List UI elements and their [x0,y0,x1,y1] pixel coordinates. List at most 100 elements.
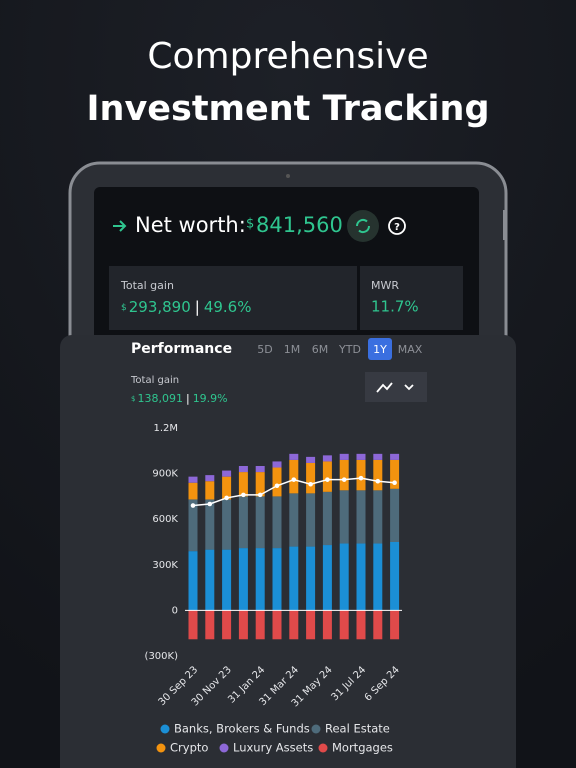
mwr-value: 11.7% [371,298,419,316]
bar-segment [356,490,366,544]
separator: | [186,392,190,405]
line-point [190,503,196,508]
bar-segment [205,499,215,550]
period-tab[interactable]: 1M [284,343,301,356]
gain-value: 138,091 [137,392,183,405]
bar-segment [339,453,349,460]
bar-segment [289,459,299,494]
selected-tab [368,338,392,360]
card-value: $293,890 | 49.6% [121,298,251,316]
card-label: Total gain [120,279,174,292]
legend-swatch [160,724,170,734]
gain-percent: 49.6% [204,298,252,316]
bar-segment [238,466,248,473]
help-button[interactable] [388,217,406,235]
line-point [291,477,297,482]
bar-segment [188,476,198,483]
bar-segment [373,459,383,491]
period-tab[interactable]: 5D [257,343,272,356]
bar-segment [255,496,265,549]
currency: $ [246,217,254,232]
y-tick-label: 600K [152,514,178,525]
camera [286,174,290,178]
bar-segment [272,548,282,611]
bar-segment [339,490,349,544]
line-point [241,492,246,498]
bar-segment [356,459,366,491]
bar-segment [238,472,248,497]
legend-label: Real Estate [325,722,390,736]
y-tick-label: 900K [152,469,178,480]
bar-segment [322,455,332,462]
bar-segment [289,610,299,640]
line-point [325,477,330,482]
bar-segment [255,472,265,497]
legend-swatch [219,743,229,753]
separator: | [195,298,200,316]
performance-title: Performance [131,341,232,357]
bar-segment [390,453,400,460]
arrow-icon [113,220,127,232]
bar-segment [322,491,332,546]
period-tab[interactable]: MAX [398,343,423,356]
period-tab[interactable]: YTD [338,343,361,356]
line-point [375,478,381,484]
chart-type-button[interactable] [365,372,427,402]
bar-segment [255,610,265,640]
legend-swatch [156,743,166,753]
bar-segment [238,610,248,640]
legend-swatch [311,724,321,734]
bar-segment [222,499,232,550]
line-point [341,477,347,482]
bar-segment [289,453,299,460]
line-point [207,501,213,507]
headline: Investment Tracking [87,89,490,129]
bar-segment [339,543,349,611]
bar-segment [373,610,383,640]
gain-card [109,266,357,330]
bar-segment [306,456,316,463]
bar-segment [289,493,299,547]
bar-segment [390,459,400,489]
net-worth-value: 841,560 [256,213,343,237]
performance-card [60,335,516,768]
bar-segment [188,499,198,552]
legend-label: Crypto [170,741,208,755]
bar-segment [390,610,400,640]
bar-segment [222,549,232,611]
bar-segment [322,610,332,640]
bar-segment [238,548,248,611]
mwr-card [360,266,463,330]
line-point [224,495,229,501]
refresh-icon [355,218,371,234]
period-tab[interactable]: 6M [312,343,329,356]
period-tab[interactable]: 1Y [373,343,387,356]
y-tick-label: 0 [172,605,178,616]
bar-segment [272,461,282,468]
bar-segment [205,475,215,482]
gain-value: 293,890 [129,298,191,316]
card-label: Total gain [130,375,179,386]
bar-segment [306,493,316,547]
bar-segment [222,470,232,477]
bar-segment [356,610,366,640]
legend-swatch [318,743,328,753]
y-tick-label: (300K) [145,651,179,662]
bar-segment [390,542,400,611]
card-label: MWR [371,279,399,292]
bar-segment [289,546,299,611]
refresh-button[interactable] [347,210,379,242]
tablet-button [503,210,507,240]
currency: $ [121,303,127,313]
bar-segment [322,545,332,611]
bar-segment [306,546,316,611]
legend-label: Banks, Brokers & Funds [174,722,310,736]
line-point [358,475,364,481]
bar-segment [373,453,383,460]
bar-segment [373,490,383,544]
y-tick-label: 1.2M [153,423,178,434]
bar-segment [255,466,265,473]
legend-label: Mortgages [332,741,393,755]
bar-segment [205,610,215,640]
